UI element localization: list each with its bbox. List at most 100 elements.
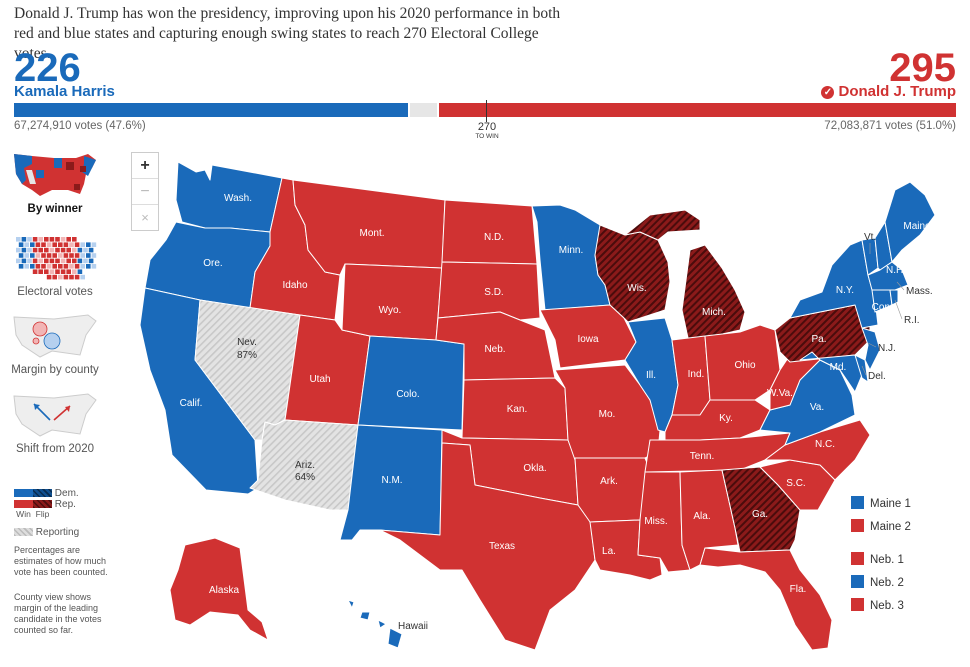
ev-hex-cell [44,237,49,242]
state-michigan[interactable] [681,244,746,339]
state-maine[interactable] [884,181,936,263]
label-nc: N.C. [815,439,835,450]
state-hawaii[interactable] [347,599,403,649]
ev-hex-cell [60,258,66,264]
ev-hex-cell [80,274,85,280]
ev-hex-cell [91,264,97,269]
ev-hex-cell [38,237,43,242]
zoom-in-button[interactable]: + [132,153,158,179]
label-idaho: Idaho [282,280,307,291]
leader-nj [867,342,877,348]
state-illinois[interactable] [624,317,679,433]
ev-hex-cell [63,253,69,258]
label-utah: Utah [309,374,330,385]
ev-hex-cell [38,258,43,264]
harris-popular-vote: 67,274,910 votes (47.6%) [14,120,146,132]
ev-hex-cell [38,247,43,253]
threshold-line [486,100,487,122]
zoom-reset-button[interactable]: × [141,210,149,225]
state-alaska[interactable] [169,537,269,641]
view-label-shift: Shift from 2020 [16,443,94,455]
ev-hex-cell [30,264,35,269]
label-nd: N.D. [484,232,504,243]
label-la: La. [602,546,616,557]
zoom-controls: + − × [131,152,159,231]
ev-hex-cell [77,269,83,274]
ev-hex-cell [46,242,52,247]
trump-electoral-votes: 295 [889,46,956,90]
ev-hex-cell [44,247,49,253]
ev-hex-cell [83,258,88,264]
label-wva: W.Va. [767,388,793,399]
legend-flip-label: Flip [35,509,50,519]
ev-hex-cell [44,258,49,264]
legend-rep-win-swatch [14,500,33,509]
state-florida[interactable] [699,547,833,651]
label-sd: S.D. [484,287,503,298]
state-rhode-island[interactable] [889,289,899,306]
label-kan: Kan. [507,404,528,415]
legend-dem-row: Dem. [14,488,79,499]
ev-hex-cell [49,258,55,264]
state-arkansas[interactable] [574,457,651,523]
label-nj: N.J. [878,343,896,354]
ev-hex-cell [46,274,52,280]
ev-hex-cell [46,253,52,258]
trump-popular-vote: 72,083,871 votes (51.0%) [824,120,956,132]
ev-hex-cell [32,237,38,242]
label-neb: Neb. [484,344,505,355]
view-margin-by-county[interactable]: Margin by county [0,311,110,376]
legend-reporting-label: Reporting [35,527,80,538]
district-neb-3: Neb. 3 [851,598,904,612]
ev-hex-cell [18,242,24,247]
ev-hex-cell [86,242,91,247]
state-texas[interactable] [379,442,596,651]
state-colorado[interactable] [357,335,465,431]
ev-hex-cell [72,258,77,264]
ev-hex-cell [16,237,21,242]
ev-hex-cell [30,242,35,247]
ev-hex-cell [91,242,97,247]
label-ariz: Ariz. [295,460,315,471]
label-mo: Mo. [599,409,616,420]
ev-hex-cell [32,247,38,253]
label-miss: Miss. [644,516,667,527]
state-delaware[interactable] [854,354,869,383]
ev-hex-cell [86,264,91,269]
zoom-out-button[interactable]: − [132,179,158,205]
ev-hex-cell [52,242,57,247]
trump-name-row: ✓ Donald J. Trump [821,83,956,100]
margin-map-thumbnail [13,314,97,358]
ev-hex-cell [69,242,74,247]
view-electoral-votes[interactable]: Electoral votes [0,233,110,298]
label-minn: Minn. [559,245,583,256]
ev-hex-cell [66,237,71,242]
legend-rep-flip-swatch [33,500,52,509]
leader-mass [896,281,905,291]
label-wyo: Wyo. [379,305,402,316]
ev-hex-cell [21,247,27,253]
legend: Dem. Rep. Win Flip Reporting [14,488,79,538]
leader-ri [894,299,903,320]
label-hawaii: Hawaii [398,621,428,632]
legend-win-label: Win [16,509,31,519]
legend-win-flip-row: Win Flip [14,509,79,519]
harris-electoral-votes: 226 [14,46,81,90]
ev-hex-cell [74,264,80,269]
state-wyoming[interactable] [341,263,443,341]
ev-hex-cell [63,274,69,280]
state-new-jersey[interactable] [861,327,881,371]
label-colo: Colo. [396,389,419,400]
ev-hex-cell [60,269,66,274]
view-by-winner[interactable]: By winner [0,150,110,215]
label-ind: Ind. [688,369,705,380]
ev-hex-cell [32,269,38,274]
label-md: Md. [830,362,847,373]
view-shift-from-2020[interactable]: Shift from 2020 [0,390,110,455]
state-michigan-upper[interactable] [624,209,701,241]
uncalled-ev-bar [409,103,438,117]
label-nh: N.H. [886,265,906,276]
ev-hex-cell [21,258,27,264]
ev-hex-cell [38,269,43,274]
